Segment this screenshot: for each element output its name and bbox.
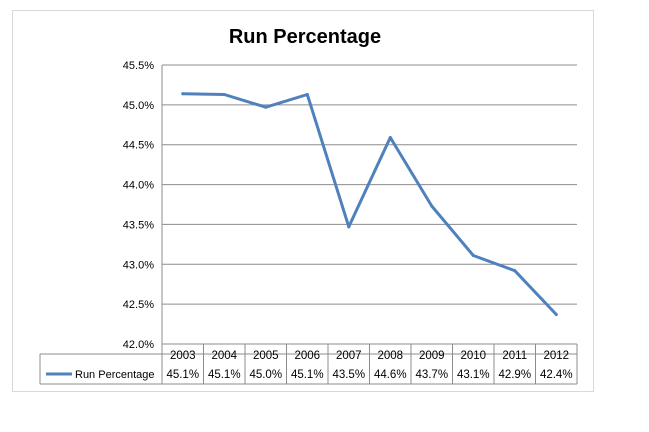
gridlines <box>161 64 577 345</box>
data-point <box>513 269 517 273</box>
x-tick-label: 2005 <box>253 350 279 362</box>
data-label: 44.6% <box>374 369 407 381</box>
x-tick-label: 2003 <box>170 350 196 362</box>
chart-title: Run Percentage <box>229 26 381 48</box>
y-tick-label: 44.5% <box>123 140 154 152</box>
series-line <box>181 92 558 316</box>
data-label: 45.1% <box>208 369 241 381</box>
data-label: 45.0% <box>249 369 282 381</box>
x-tick-label: 2007 <box>336 350 362 362</box>
x-tick-label: 2010 <box>460 350 486 362</box>
data-label: 43.7% <box>415 369 448 381</box>
data-label: 43.1% <box>457 369 490 381</box>
data-label: 42.9% <box>498 369 531 381</box>
x-tick-label: 2006 <box>294 350 320 362</box>
data-point <box>222 92 226 96</box>
data-point <box>347 225 351 229</box>
x-tick-label: 2011 <box>502 350 527 362</box>
data-label: 42.4% <box>540 369 573 381</box>
data-label: 45.1% <box>166 369 199 381</box>
y-tick-label: 42.0% <box>123 339 154 351</box>
series-line-group <box>181 92 558 317</box>
y-tick-label: 43.5% <box>123 219 154 231</box>
data-point <box>181 92 185 96</box>
data-point <box>554 313 558 317</box>
y-axis-ticks: 42.0% 42.5% 43.0% 43.5% 44.0% 44.5% 45.0% 45.5% <box>123 60 154 351</box>
data-label: 45.1% <box>291 369 324 381</box>
y-tick-label: 44.0% <box>123 180 154 192</box>
data-table: 2003 45.1% 2004 45.1% 2005 45.0% 2006 45.1% 2007… <box>39 344 578 385</box>
data-point <box>471 254 475 258</box>
data-point <box>388 136 392 140</box>
data-point <box>264 105 268 109</box>
x-tick-label: 2008 <box>377 350 403 362</box>
y-tick-label: 43.0% <box>123 259 154 271</box>
x-tick-label: 2004 <box>211 350 237 362</box>
data-point <box>430 204 434 208</box>
x-tick-label: 2009 <box>419 350 445 362</box>
x-tick-label: 2012 <box>543 350 569 362</box>
y-tick-label: 45.5% <box>123 60 154 72</box>
chart-frame <box>12 10 594 392</box>
y-tick-label: 45.0% <box>123 100 154 112</box>
y-tick-label: 42.5% <box>123 299 154 311</box>
legend-label: Run Percentage <box>75 369 155 381</box>
data-label: 43.5% <box>332 369 365 381</box>
data-point <box>305 92 309 96</box>
